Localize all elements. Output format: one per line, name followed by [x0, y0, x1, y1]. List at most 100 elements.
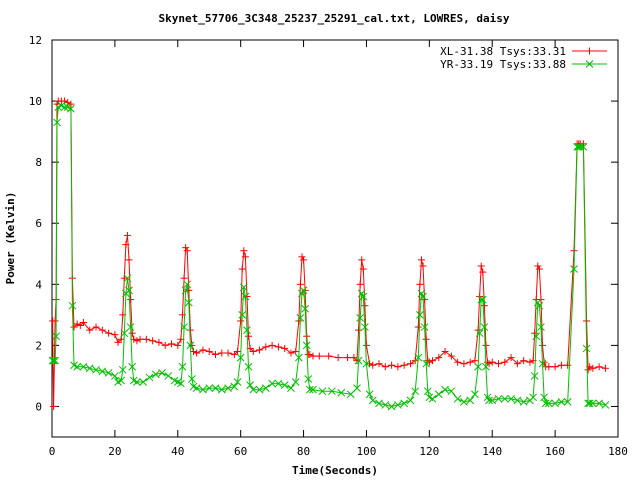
data-point: [244, 362, 253, 371]
data-point: [532, 332, 541, 341]
data-point: [411, 387, 420, 396]
data-point: [541, 399, 550, 408]
x-tick-label: 40: [171, 445, 184, 458]
data-point: [601, 401, 610, 409]
legend-label: YR-33.19 Tsys:33.88: [440, 58, 566, 71]
data-point: [454, 358, 462, 366]
data-point: [193, 349, 201, 357]
data-point: [417, 256, 425, 264]
data-point: [495, 360, 503, 368]
data-point: [212, 351, 220, 359]
data-point: [299, 286, 308, 295]
data-point: [563, 398, 572, 406]
data-point: [346, 390, 355, 399]
data-point: [51, 356, 59, 365]
data-point: [300, 256, 308, 264]
data-point: [188, 375, 196, 383]
data-point: [274, 343, 282, 351]
data-point: [582, 344, 591, 353]
data-point: [104, 369, 113, 377]
data-point: [309, 385, 317, 394]
chart-title: Skynet_57706_3C348_25237_25291_cal.txt, …: [159, 12, 510, 25]
data-point: [111, 331, 119, 339]
x-tick-label: 120: [419, 445, 439, 458]
data-point: [245, 332, 253, 340]
data-point: [344, 354, 352, 362]
axis-ticks: 0 20 40 60 80 100 120 140 160 180 0 2 4 6 8 10 12: [29, 34, 628, 458]
data-point: [192, 384, 201, 392]
data-point: [520, 357, 528, 365]
y-tick-label: 6: [35, 217, 42, 230]
data-point: [261, 384, 270, 392]
data-point: [236, 353, 245, 362]
data-point: [423, 387, 432, 396]
y-tick-label: 0: [35, 400, 42, 413]
plot-area: [51, 39, 619, 438]
data-point: [76, 322, 84, 330]
data-point: [149, 337, 157, 345]
data-point: [126, 323, 135, 331]
data-point: [365, 390, 374, 399]
data-point: [128, 362, 137, 371]
data-point: [60, 103, 69, 112]
data-point: [238, 265, 246, 273]
data-point: [256, 346, 264, 354]
data-point: [199, 346, 207, 354]
data-point: [494, 394, 503, 403]
data-point: [334, 354, 342, 362]
data-point: [595, 363, 603, 371]
data-point: [296, 314, 305, 322]
data-point: [315, 352, 323, 360]
data-point: [73, 320, 81, 328]
x-tick-label: 160: [545, 445, 565, 458]
data-point: [422, 359, 431, 368]
data-point: [178, 362, 187, 371]
data-point: [544, 399, 553, 408]
data-point: [551, 399, 559, 408]
data-point: [419, 292, 427, 301]
data-point: [474, 326, 482, 334]
data-point: [328, 387, 336, 396]
data-point: [420, 323, 429, 331]
data-point: [224, 349, 232, 357]
data-point: [482, 341, 490, 349]
data-point: [355, 326, 363, 334]
data-point: [576, 143, 585, 151]
y-tick-label: 10: [29, 95, 42, 108]
data-point: [92, 323, 100, 331]
data-point: [249, 347, 257, 355]
data-point: [337, 388, 346, 397]
data-point: [507, 354, 515, 362]
data-point: [513, 360, 521, 368]
data-point: [184, 298, 193, 307]
data-point: [466, 358, 474, 366]
data-point: [218, 349, 226, 357]
data-point: [356, 314, 365, 322]
data-point: [466, 396, 475, 405]
data-point: [453, 394, 462, 403]
data-point: [530, 372, 539, 380]
data-point: [280, 381, 289, 389]
data-point: [50, 402, 58, 410]
data-point: [302, 341, 311, 350]
data-point: [174, 341, 182, 349]
data-point: [400, 361, 408, 369]
series-cross: [48, 101, 610, 411]
data-point: [305, 385, 314, 394]
data-point: [79, 318, 87, 326]
data-point: [406, 396, 415, 405]
data-point: [117, 376, 126, 385]
data-point: [136, 335, 144, 343]
data-point: [601, 364, 609, 372]
data-point: [362, 359, 371, 368]
data-point: [185, 286, 193, 294]
data-point: [539, 341, 547, 349]
data-point: [120, 274, 128, 282]
data-point: [241, 253, 249, 261]
data-point: [478, 295, 487, 304]
data-point: [128, 329, 136, 337]
x-tick-label: 100: [357, 445, 377, 458]
data-point: [475, 329, 484, 338]
data-point: [479, 268, 487, 276]
data-point: [369, 361, 377, 369]
